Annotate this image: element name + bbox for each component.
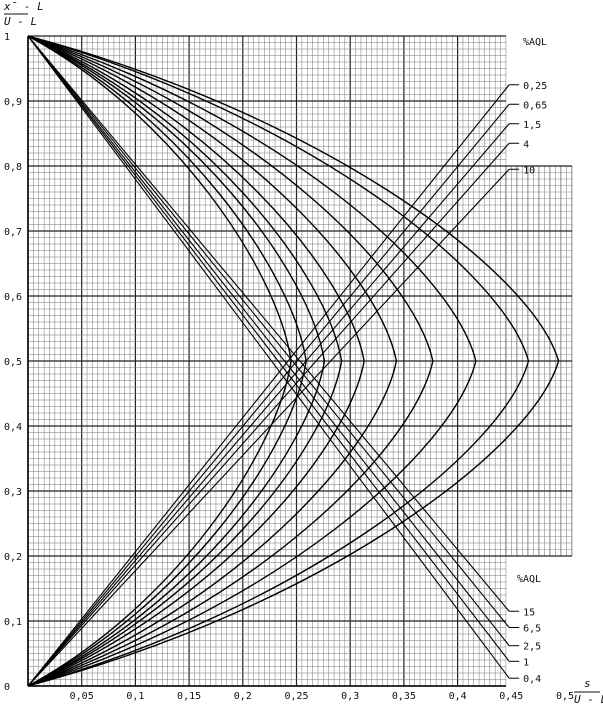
- y-tick-label: 0,6: [4, 292, 22, 303]
- legend-lower-item: 0,4: [523, 674, 541, 685]
- acceptance-curve: [27, 35, 530, 687]
- acceptance-curve: [27, 35, 365, 687]
- acceptance-line: [27, 35, 510, 612]
- y-tick-label: 0,2: [4, 552, 22, 563]
- y-axis-label-denominator: U - L: [4, 15, 37, 28]
- legend-lower-item: 6,5: [523, 624, 541, 635]
- legend-upper-item: 0,65: [523, 100, 547, 111]
- x-tick-label: 0,45: [499, 691, 523, 702]
- y-axis-label-numerator: x̄ - L: [3, 0, 44, 13]
- x-axis-label-denominator: U - L: [574, 693, 603, 706]
- x-tick-label: 0,15: [177, 691, 201, 702]
- legend-upper: 0,25 0,65 1,5 4 10: [509, 81, 547, 176]
- x-tick-label: 0,05: [70, 691, 94, 702]
- acceptance-line: [27, 35, 510, 647]
- y-tick-label: 0,5: [4, 357, 22, 368]
- acceptance-line: [27, 103, 510, 687]
- x-tick-label: 0,25: [284, 691, 308, 702]
- acceptance-curve: [27, 35, 398, 687]
- y-tick-label: 0,4: [4, 422, 22, 433]
- acceptance-curve: [27, 35, 477, 687]
- acceptance-line: [27, 35, 510, 679]
- chart-ticks: 0,05 0,1 0,15 0,2 0,25 0,3 0,35 0,4 0,45 0,500,10…: [4, 32, 574, 702]
- x-tick-label: 0,35: [392, 691, 416, 702]
- acceptance-curve: [27, 35, 343, 687]
- legend-lower-item: 15: [523, 607, 535, 618]
- y-tick-label: 0,9: [4, 97, 22, 108]
- acceptance-line: [27, 84, 510, 687]
- legend-lower-item: 1: [523, 657, 529, 668]
- y-tick-label: 0,7: [4, 227, 22, 238]
- acceptance-curve: [27, 35, 560, 687]
- acceptance-curve: [27, 35, 434, 687]
- y-tick-label: 0,8: [4, 162, 22, 173]
- acceptance-line: [27, 142, 510, 687]
- legend-upper-item: 4: [523, 139, 529, 150]
- acceptance-line: [27, 168, 510, 687]
- x-tick-label: 0,5: [556, 691, 574, 702]
- legend-upper-item: 10: [523, 165, 535, 176]
- x-tick-label: 0,4: [449, 691, 467, 702]
- acceptance-line: [27, 35, 510, 628]
- x-tick-label: 0,3: [341, 691, 359, 702]
- acceptance-line: [27, 35, 510, 662]
- y-tick-label: 0: [4, 682, 10, 693]
- x-tick-label: 0,2: [234, 691, 252, 702]
- acceptance-line: [27, 123, 510, 687]
- legend-upper-item: 1,5: [523, 120, 541, 131]
- legend-upper-title: %AQL: [523, 37, 547, 48]
- acceptance-curve: [27, 35, 292, 687]
- x-tick-label: 0,1: [126, 691, 144, 702]
- legend-lower-item: 2,5: [523, 642, 541, 653]
- y-tick-label: 0,1: [4, 617, 22, 628]
- y-tick-label: 0,3: [4, 487, 22, 498]
- x-axis-label-numerator: s: [584, 677, 591, 690]
- y-tick-label: 1: [4, 32, 10, 43]
- acceptance-curve: [27, 35, 326, 687]
- legend-lower: 15 6,5 2,5 1 0,4: [509, 607, 541, 685]
- legend-upper-item: 0,25: [523, 81, 547, 92]
- chart-curves: [27, 35, 560, 687]
- legend-lower-title: %AQL: [517, 574, 541, 585]
